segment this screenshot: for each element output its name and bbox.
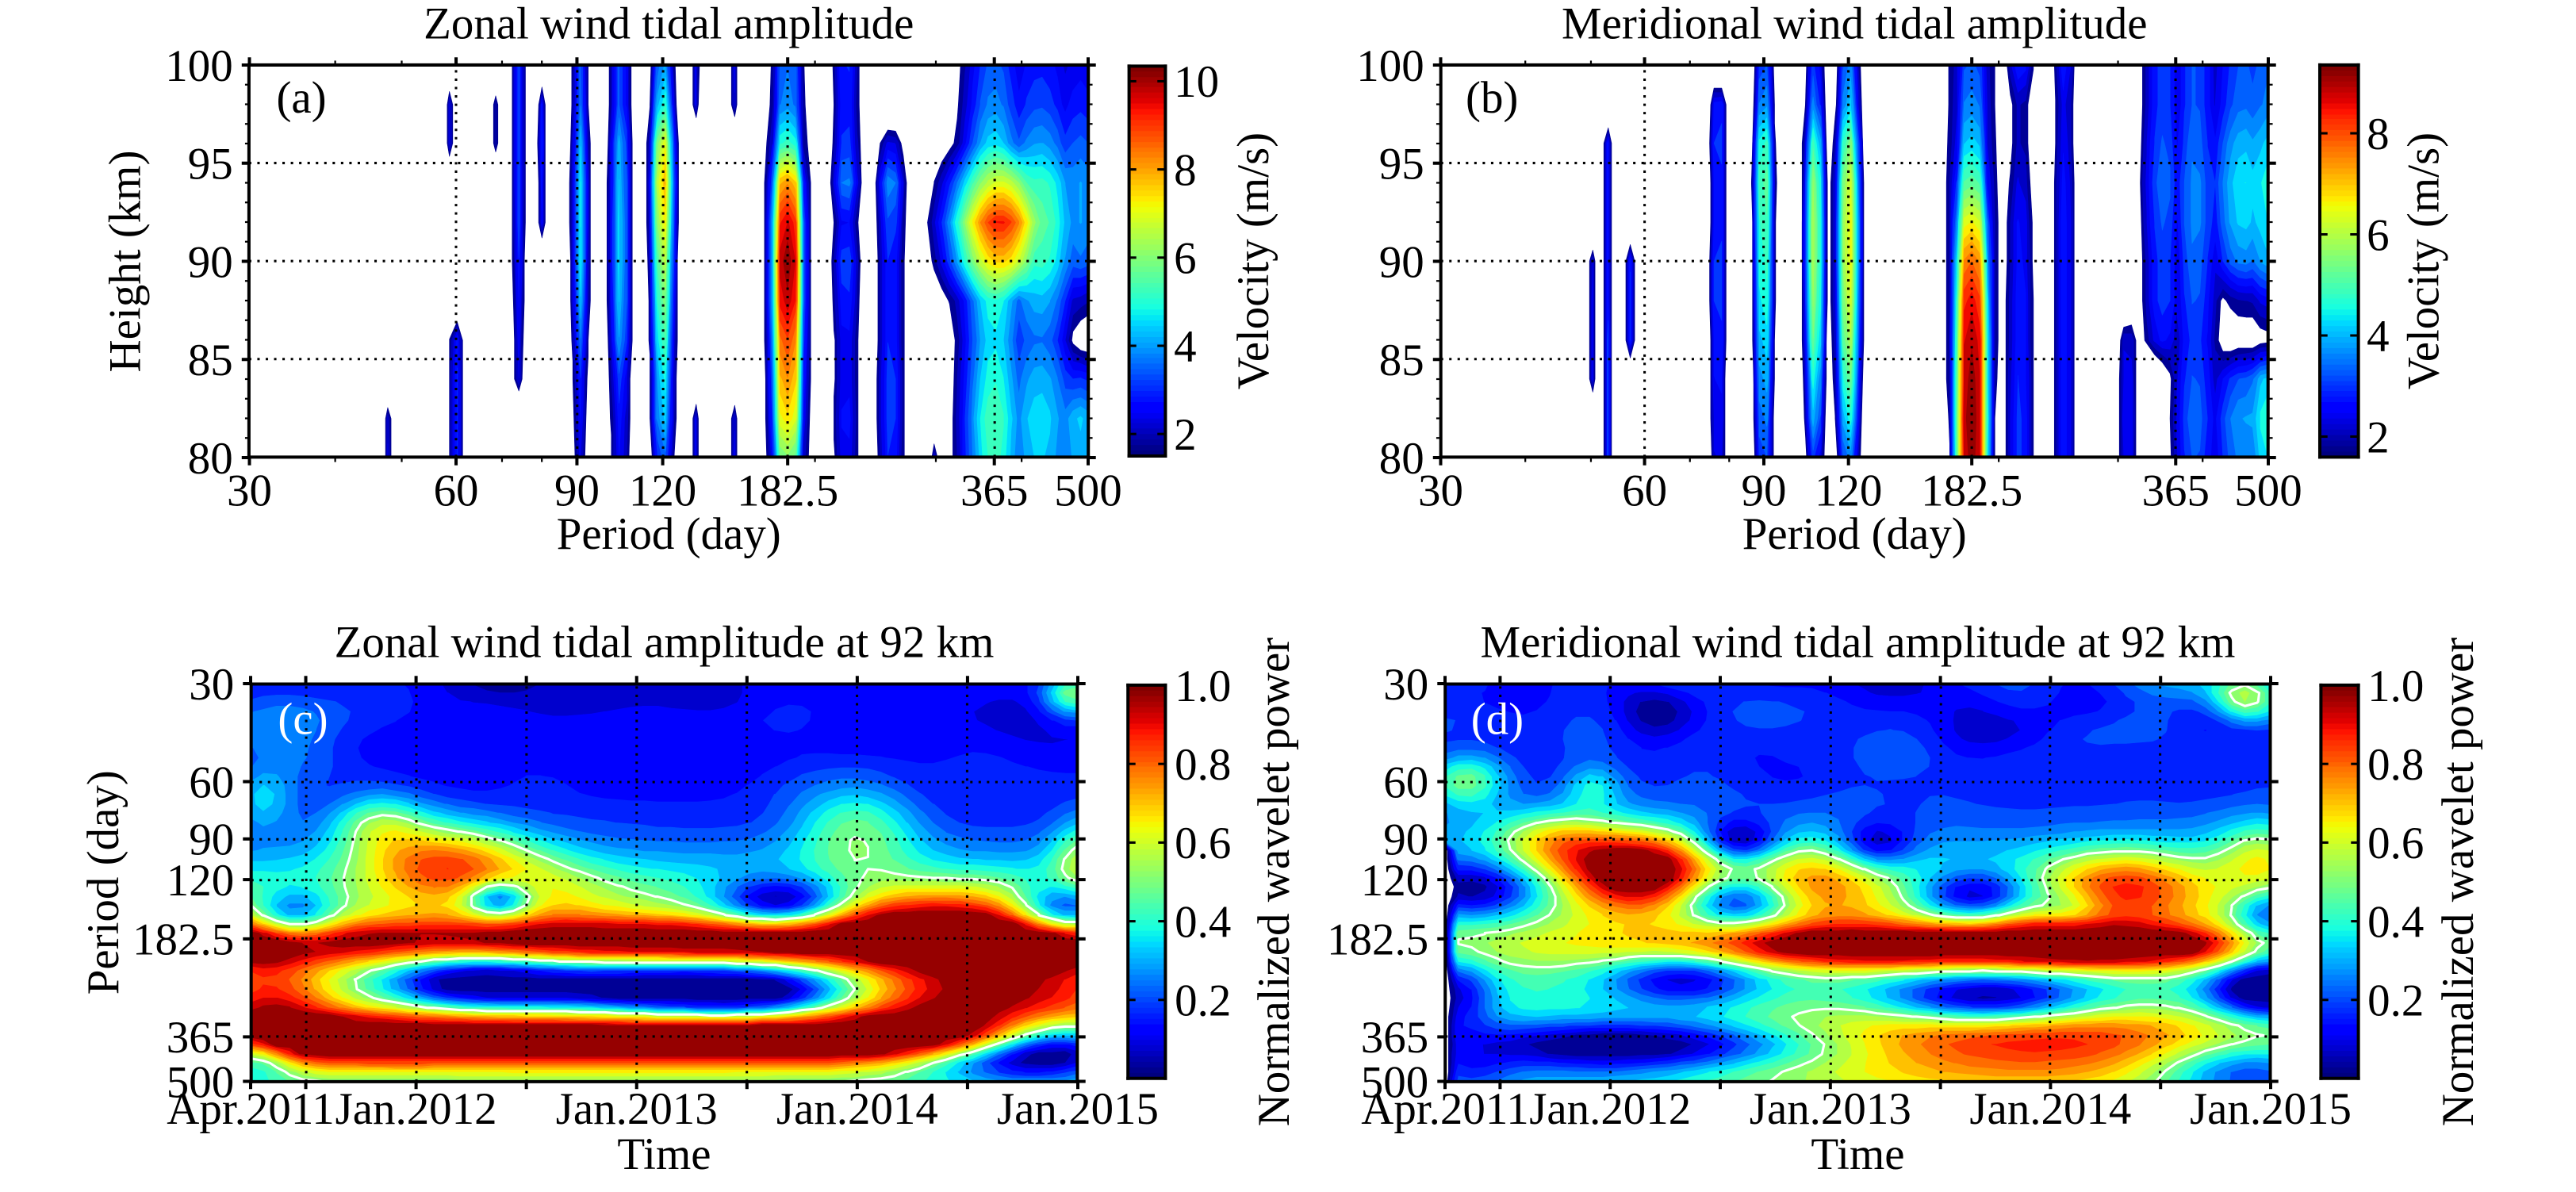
svg-text:182.5: 182.5 xyxy=(737,466,838,516)
svg-text:120: 120 xyxy=(629,466,696,516)
svg-text:60: 60 xyxy=(1622,466,1667,516)
svg-text:100: 100 xyxy=(1356,41,1424,91)
svg-text:30: 30 xyxy=(189,660,234,710)
svg-text:95: 95 xyxy=(188,140,233,190)
svg-text:6: 6 xyxy=(1174,234,1196,284)
svg-text:1.0: 1.0 xyxy=(2367,661,2424,711)
svg-text:6: 6 xyxy=(2367,210,2389,260)
svg-text:Jan.2012: Jan.2012 xyxy=(1529,1084,1691,1134)
svg-text:90: 90 xyxy=(1383,815,1428,865)
svg-text:Zonal wind tidal amplitude at: Zonal wind tidal amplitude at 92 km xyxy=(335,618,995,668)
svg-text:90: 90 xyxy=(1379,237,1424,287)
svg-text:0.6: 0.6 xyxy=(1175,818,1231,868)
svg-text:182.5: 182.5 xyxy=(132,915,234,965)
svg-text:80: 80 xyxy=(188,434,233,484)
svg-text:Period (day): Period (day) xyxy=(557,509,781,559)
svg-text:8: 8 xyxy=(2367,109,2389,159)
svg-text:Period (day): Period (day) xyxy=(79,770,128,995)
svg-text:Jan.2015: Jan.2015 xyxy=(997,1084,1159,1134)
svg-text:Jan.2014: Jan.2014 xyxy=(776,1084,938,1134)
svg-text:85: 85 xyxy=(1379,335,1424,385)
svg-text:0.2: 0.2 xyxy=(1175,976,1231,1026)
svg-text:(a): (a) xyxy=(276,73,326,123)
svg-text:0.8: 0.8 xyxy=(2367,740,2424,790)
svg-text:Jan.2012: Jan.2012 xyxy=(335,1084,497,1134)
svg-text:Meridional wind tidal amplitud: Meridional wind tidal amplitude xyxy=(1562,0,2147,49)
svg-text:365: 365 xyxy=(960,466,1028,516)
svg-text:Velocity (m/s): Velocity (m/s) xyxy=(1229,132,1278,389)
svg-text:80: 80 xyxy=(1379,434,1424,484)
svg-text:0.4: 0.4 xyxy=(2367,897,2424,947)
svg-text:60: 60 xyxy=(189,757,234,807)
svg-text:2: 2 xyxy=(1174,410,1196,460)
svg-text:90: 90 xyxy=(554,466,600,516)
svg-text:4: 4 xyxy=(1174,322,1196,372)
svg-text:Jan.2014: Jan.2014 xyxy=(1969,1084,2131,1134)
svg-text:8: 8 xyxy=(1174,145,1196,195)
svg-text:0.8: 0.8 xyxy=(1175,740,1231,790)
svg-text:120: 120 xyxy=(167,856,234,906)
svg-text:90: 90 xyxy=(189,815,234,865)
svg-text:Jan.2015: Jan.2015 xyxy=(2190,1084,2352,1134)
svg-text:60: 60 xyxy=(1383,757,1428,807)
svg-text:0.4: 0.4 xyxy=(1175,897,1231,947)
svg-text:Time: Time xyxy=(617,1129,711,1179)
svg-text:Jan.2013: Jan.2013 xyxy=(1750,1084,1911,1134)
svg-text:182.5: 182.5 xyxy=(1327,915,1428,965)
svg-text:2: 2 xyxy=(2367,412,2389,462)
svg-text:Time: Time xyxy=(1811,1129,1904,1179)
svg-text:30: 30 xyxy=(1383,660,1428,710)
svg-text:30: 30 xyxy=(227,466,272,516)
svg-text:Normalized wavelet power: Normalized wavelet power xyxy=(2433,638,2483,1127)
svg-text:(d): (d) xyxy=(1471,694,1524,744)
svg-text:Apr.2011: Apr.2011 xyxy=(167,1084,334,1134)
svg-text:85: 85 xyxy=(188,335,233,385)
svg-text:0.6: 0.6 xyxy=(2367,818,2424,868)
svg-text:Velocity (m/s): Velocity (m/s) xyxy=(2398,132,2448,389)
svg-text:95: 95 xyxy=(1379,140,1424,190)
svg-text:Zonal wind tidal amplitude: Zonal wind tidal amplitude xyxy=(424,0,914,49)
svg-text:365: 365 xyxy=(2142,466,2210,516)
svg-text:Normalized wavelet power: Normalized wavelet power xyxy=(1249,638,1299,1127)
svg-text:Period (day): Period (day) xyxy=(1742,509,1967,559)
svg-text:90: 90 xyxy=(188,237,233,287)
svg-text:0.2: 0.2 xyxy=(2367,976,2424,1026)
svg-text:60: 60 xyxy=(434,466,479,516)
svg-text:10: 10 xyxy=(1174,57,1219,107)
svg-text:120: 120 xyxy=(1361,856,1428,906)
svg-text:500: 500 xyxy=(2234,466,2302,516)
svg-text:500: 500 xyxy=(167,1057,234,1107)
svg-text:Height (km): Height (km) xyxy=(101,151,151,373)
svg-text:(b): (b) xyxy=(1466,73,1518,123)
svg-text:365: 365 xyxy=(167,1013,234,1063)
svg-text:182.5: 182.5 xyxy=(1921,466,2022,516)
svg-text:4: 4 xyxy=(2367,312,2389,362)
svg-text:100: 100 xyxy=(165,41,232,91)
svg-text:Meridional wind tidal amplitud: Meridional wind tidal amplitude at 92 km xyxy=(1481,618,2236,668)
svg-text:1.0: 1.0 xyxy=(1175,661,1231,711)
svg-text:500: 500 xyxy=(1361,1057,1428,1107)
svg-text:500: 500 xyxy=(1054,466,1121,516)
svg-text:90: 90 xyxy=(1742,466,1787,516)
svg-text:(c): (c) xyxy=(278,694,328,744)
svg-text:30: 30 xyxy=(1418,466,1463,516)
svg-text:365: 365 xyxy=(1361,1013,1428,1063)
svg-text:120: 120 xyxy=(1815,466,1882,516)
svg-text:Apr.2011: Apr.2011 xyxy=(1361,1084,1528,1134)
svg-text:Jan.2013: Jan.2013 xyxy=(556,1084,718,1134)
